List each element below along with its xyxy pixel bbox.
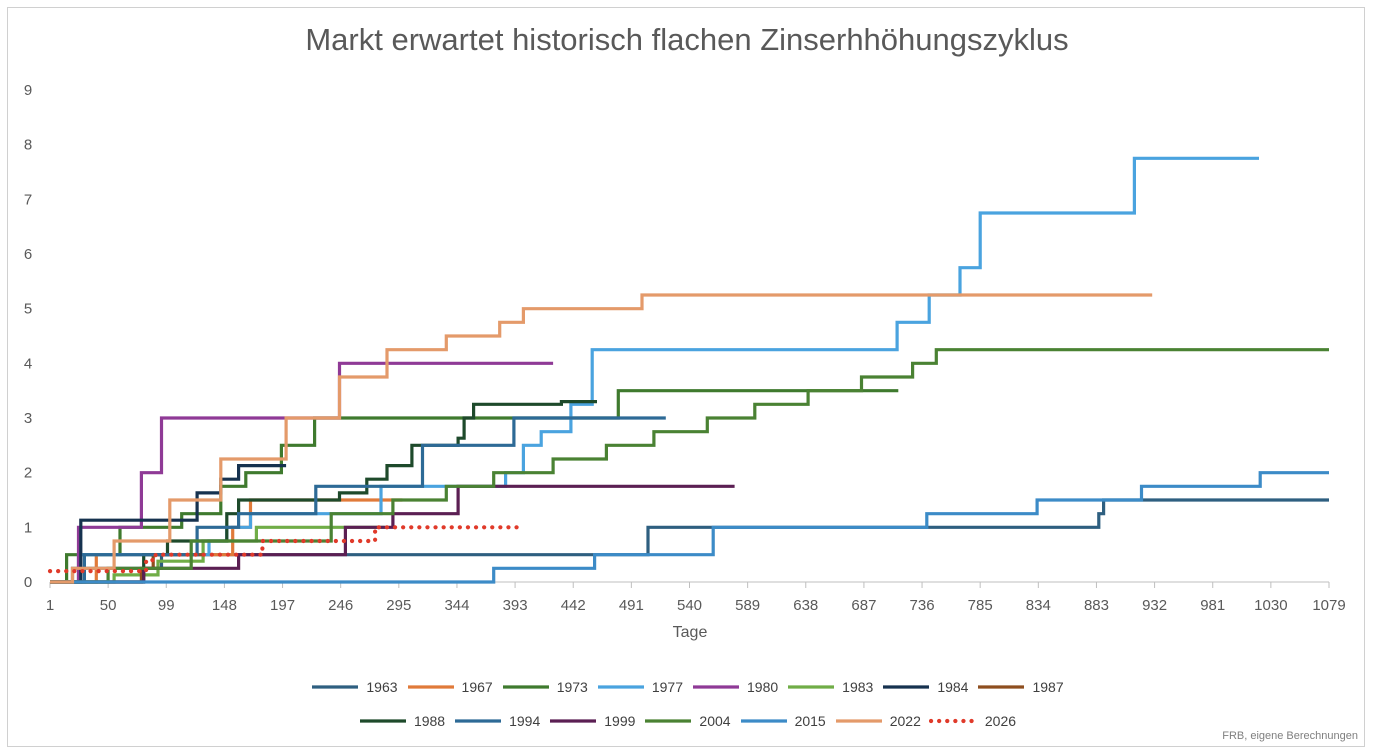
y-tick-label: 8	[24, 137, 32, 154]
legend-label: 2015	[794, 713, 826, 729]
legend-swatch	[407, 685, 454, 689]
legend-swatch	[645, 719, 692, 723]
series-line-1984	[50, 464, 287, 584]
x-tick-label: 393	[503, 597, 528, 614]
legend-label: 1983	[842, 679, 874, 695]
legend-item-1973: 1973	[501, 679, 588, 695]
legend-item-2004: 2004	[643, 713, 731, 729]
legend-label: 2026	[984, 713, 1017, 729]
series-line-1994	[50, 416, 666, 584]
legend-swatch	[550, 719, 597, 723]
legend-label: 1973	[556, 679, 588, 695]
legend-label: 2004	[699, 713, 731, 729]
legend-item-1983: 1983	[786, 679, 873, 695]
legend-swatch	[312, 685, 359, 689]
y-tick-label: 5	[24, 301, 32, 318]
legend-label: 1988	[413, 713, 446, 729]
legend-item-1994: 1994	[453, 713, 540, 729]
y-tick-label: 0	[24, 574, 32, 591]
y-tick-label: 4	[24, 355, 32, 372]
x-tick-label: 197	[270, 597, 295, 614]
x-tick-label: 295	[386, 597, 411, 614]
legend-label: 2022	[889, 713, 921, 729]
x-tick-label: 1	[46, 597, 54, 614]
legend-swatch	[597, 685, 644, 689]
x-tick-label: 736	[910, 597, 935, 614]
legend-swatch	[502, 685, 549, 689]
legend-label: 1994	[509, 713, 541, 729]
x-tick-label: 834	[1026, 597, 1051, 614]
legend-label: 1963	[366, 679, 398, 695]
y-tick-label: 2	[24, 465, 32, 482]
x-axis-title-text: Tage	[672, 624, 708, 641]
x-tick-label: 1079	[1312, 597, 1345, 614]
chart-frame	[7, 7, 1365, 747]
legend-item-1977: 1977	[596, 679, 683, 695]
chart-title: Markt erwartet historisch flachen Zinser…	[305, 22, 1069, 57]
x-tick-label: 491	[619, 597, 644, 614]
series-line-1988	[50, 400, 597, 584]
legend-label: 1987	[1032, 679, 1064, 695]
legend-swatch	[928, 718, 979, 724]
x-tick-label: 932	[1142, 597, 1167, 614]
x-tick-label: 442	[561, 597, 586, 614]
legend-item-1967: 1967	[406, 679, 493, 695]
legend-swatch	[835, 719, 882, 723]
legend-swatch	[788, 685, 835, 689]
series-line-2022	[50, 293, 1153, 584]
legend-row-2: 1988 1994 1999 2004 2015 2022 2026	[0, 709, 1374, 733]
x-tick-label: 50	[100, 597, 117, 614]
legend-item-1963: 1963	[310, 679, 398, 695]
legend-label: 1980	[747, 679, 779, 695]
legend-label: 1999	[604, 713, 636, 729]
y-tick-label: 1	[24, 519, 32, 536]
legend-item-2026: 2026	[928, 713, 1017, 729]
x-tick-label: 687	[851, 597, 876, 614]
x-tick-label: 638	[793, 597, 818, 614]
legend-label: 1967	[461, 679, 493, 695]
legend-item-1984: 1984	[881, 679, 968, 695]
legend-swatch	[978, 685, 1025, 689]
x-axis-title: Tage	[0, 624, 1374, 642]
legend-swatch	[740, 719, 787, 723]
x-tick-label: 883	[1084, 597, 1109, 614]
legend-swatch	[455, 719, 502, 723]
legend-row-1: 1963 1967 1973 1977 1980 1983 1984 1987	[0, 675, 1374, 699]
legend-item-2022: 2022	[834, 713, 921, 729]
x-tick-label: 1030	[1254, 597, 1287, 614]
legend-item-1987: 1987	[976, 679, 1064, 695]
x-tick-label: 540	[677, 597, 702, 614]
x-tick-label: 344	[444, 597, 469, 614]
source-note: FRB, eigene Berechnungen	[1222, 730, 1358, 742]
x-tick-label: 246	[328, 597, 353, 614]
series-line-1977	[50, 156, 1259, 584]
legend-item-1999: 1999	[548, 713, 635, 729]
x-tick-label: 589	[735, 597, 760, 614]
x-tick-label: 99	[158, 597, 175, 614]
x-tick-label: 785	[968, 597, 993, 614]
y-tick-label: 7	[24, 191, 32, 208]
series-layer	[47, 156, 1329, 584]
y-tick-label: 6	[24, 246, 32, 263]
x-tick-label: 981	[1200, 597, 1225, 614]
legend-swatch	[883, 685, 930, 689]
legend-label: 1984	[937, 679, 969, 695]
series-line-1980	[50, 361, 554, 584]
series-line-2004	[50, 348, 1329, 584]
series-line-2015	[50, 471, 1329, 584]
x-tick-label: 148	[212, 597, 237, 614]
y-tick-label: 9	[24, 82, 32, 99]
legend-item-2015: 2015	[739, 713, 826, 729]
series-line-1983	[50, 525, 385, 584]
legend-label: 1977	[651, 679, 683, 695]
legend-item-1980: 1980	[691, 679, 778, 695]
legend-item-1988: 1988	[358, 713, 445, 729]
legend-swatch	[693, 685, 739, 689]
legend-swatch	[359, 719, 406, 723]
y-tick-label: 3	[24, 410, 32, 427]
